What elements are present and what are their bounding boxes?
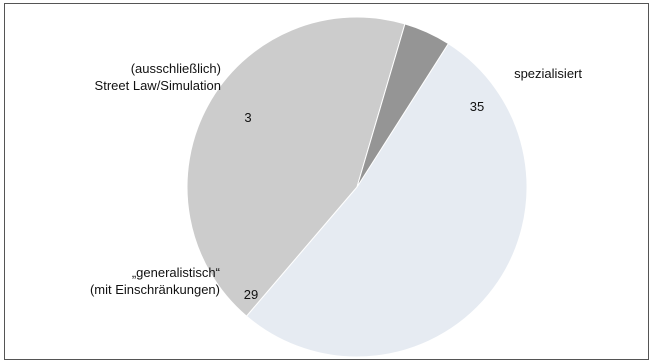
pie-slice-spezialisiert (245, 42, 528, 358)
pie-slice-street-law (356, 23, 450, 188)
slice-label-generalistisch: „generalistisch“ (mit Einschränkungen) (90, 265, 220, 297)
value-label-generalistisch: 29 (244, 287, 258, 302)
pie-slice-generalistisch (186, 16, 406, 317)
slice-label-street-law: (ausschließlich) Street Law/Simulation (95, 61, 221, 93)
slice-label-spezialisiert: spezialisiert (514, 66, 582, 81)
value-label-street-law: 3 (244, 110, 251, 125)
value-label-spezialisiert: 35 (470, 99, 484, 114)
